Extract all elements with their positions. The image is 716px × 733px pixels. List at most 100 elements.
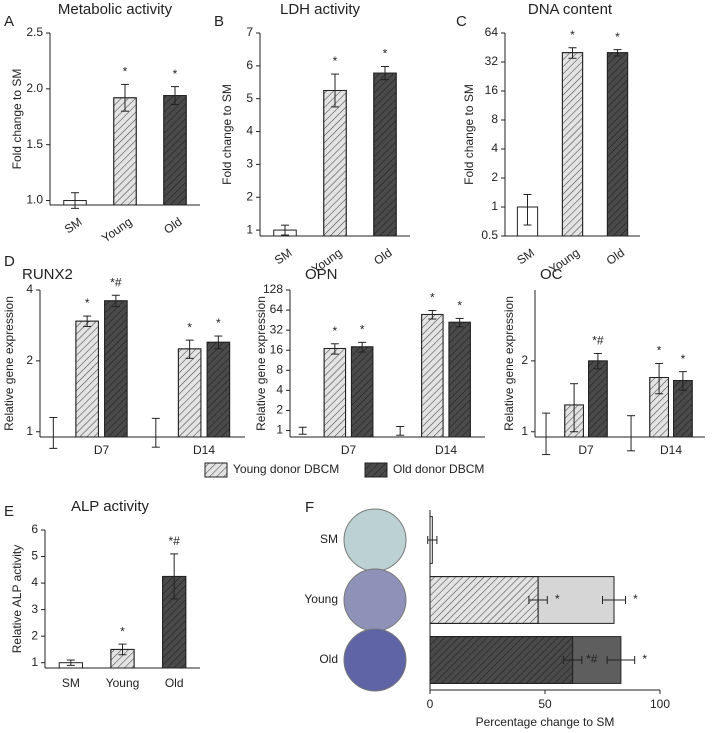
error-bar (331, 73, 339, 108)
panel-letter: A (4, 13, 14, 30)
error-bar (185, 339, 194, 359)
panel-title: RUNX2 (22, 266, 73, 283)
y-tick-label: 1 (26, 424, 33, 438)
panel-letter: E (4, 503, 14, 520)
error-bar (396, 425, 405, 436)
y-tick-label: 32 (270, 322, 284, 336)
y-tick-label: 1 (491, 199, 498, 213)
x-tick-label: 50 (538, 697, 552, 711)
bar-hatch (75, 320, 99, 438)
legend-hatch (205, 463, 227, 477)
x-tick-label: 100 (650, 697, 670, 711)
bar-hatch (561, 52, 584, 237)
error-bar (118, 643, 127, 656)
panel-title: OC (540, 266, 563, 283)
annotation: *# (110, 275, 122, 289)
y-tick-label: 64 (485, 25, 499, 39)
annotation: * (555, 592, 560, 606)
annotation: * (216, 316, 221, 330)
error-bar (542, 412, 551, 456)
category-label: Old (319, 652, 338, 666)
panel-title: ALP activity (71, 498, 150, 515)
bar-hatch (373, 72, 397, 237)
y-tick-label: 8 (491, 112, 498, 126)
error-bar (381, 66, 389, 81)
error-bar (358, 341, 367, 353)
error-bar (593, 352, 602, 370)
x-tick-label: SM (272, 246, 295, 268)
category-label: SM (320, 532, 338, 546)
annotation: * (123, 65, 128, 79)
y-tick-label: 4 (276, 383, 283, 397)
y-tick-label: 1 (246, 222, 253, 236)
error-bar (214, 335, 223, 350)
x-tick-label: Old (165, 676, 184, 690)
annotation: *# (168, 534, 180, 548)
bar-hatch (429, 576, 539, 624)
error-bar (627, 415, 636, 452)
annotation: *# (586, 652, 598, 666)
x-tick-label: Young (106, 676, 140, 690)
error-bar (427, 536, 438, 544)
annotation: * (333, 54, 338, 68)
panel-title: DNA content (528, 1, 613, 18)
well-image (343, 508, 407, 572)
y-tick-label: 0.5 (481, 228, 498, 242)
y-tick-label: 1.0 (26, 193, 43, 207)
bar-hatch (448, 321, 471, 438)
annotation: * (657, 344, 662, 358)
annotation: * (457, 299, 462, 313)
bar-hatch (323, 347, 347, 438)
error-bar (151, 417, 160, 448)
y-tick-label: 1 (31, 655, 38, 669)
error-bar (170, 553, 179, 600)
x-tick-label: D7 (94, 443, 110, 457)
y-tick-label: 32 (485, 54, 499, 68)
bar-hatch (588, 360, 608, 438)
y-tick-label: 128 (263, 282, 283, 296)
y-tick-label: 4 (31, 575, 38, 589)
error-bar (83, 315, 92, 327)
y-tick-label: 5 (31, 549, 38, 563)
y-axis-label: Relative ALP activity (10, 545, 24, 654)
y-tick-label: 1.5 (26, 137, 43, 151)
y-tick-label: 8 (276, 362, 283, 376)
y-tick-label: 2.5 (26, 25, 43, 39)
error-bar (655, 362, 664, 395)
annotation: * (360, 323, 365, 337)
x-tick-label: D14 (660, 443, 682, 457)
y-tick-label: 4 (246, 124, 253, 138)
annotation: *# (592, 334, 604, 348)
panel-letter: B (214, 13, 224, 30)
error-bar (562, 656, 583, 664)
error-bar (298, 426, 307, 435)
bar-hatch (163, 95, 187, 206)
error-bar (281, 224, 289, 236)
y-axis-label: Relative gene expression (502, 296, 516, 431)
annotation: * (430, 291, 435, 305)
x-tick-label: SM (62, 215, 85, 237)
bar-hatch (177, 348, 202, 438)
bar-hatch (606, 52, 629, 237)
error-bar (455, 317, 464, 328)
y-tick-label: 1 (521, 424, 528, 438)
x-tick-label: SM (514, 246, 537, 268)
y-tick-label: 1 (276, 423, 283, 437)
legend-hatch (365, 463, 387, 477)
error-bar (613, 49, 622, 57)
error-bar (121, 83, 129, 112)
annotation: * (383, 47, 388, 61)
error-bar (171, 86, 179, 105)
y-tick-label: 4 (491, 141, 498, 155)
error-bar (71, 192, 79, 209)
x-axis-label: Percentage change to SM (476, 715, 615, 729)
y-tick-label: 2 (246, 189, 253, 203)
y-tick-label: 2 (521, 353, 528, 367)
error-bar (602, 596, 626, 604)
y-tick-label: 3 (31, 602, 38, 616)
bar-hatch (350, 346, 374, 438)
x-tick-label: D7 (578, 443, 594, 457)
y-tick-label: 3 (246, 157, 253, 171)
y-tick-label: 2 (276, 403, 283, 417)
